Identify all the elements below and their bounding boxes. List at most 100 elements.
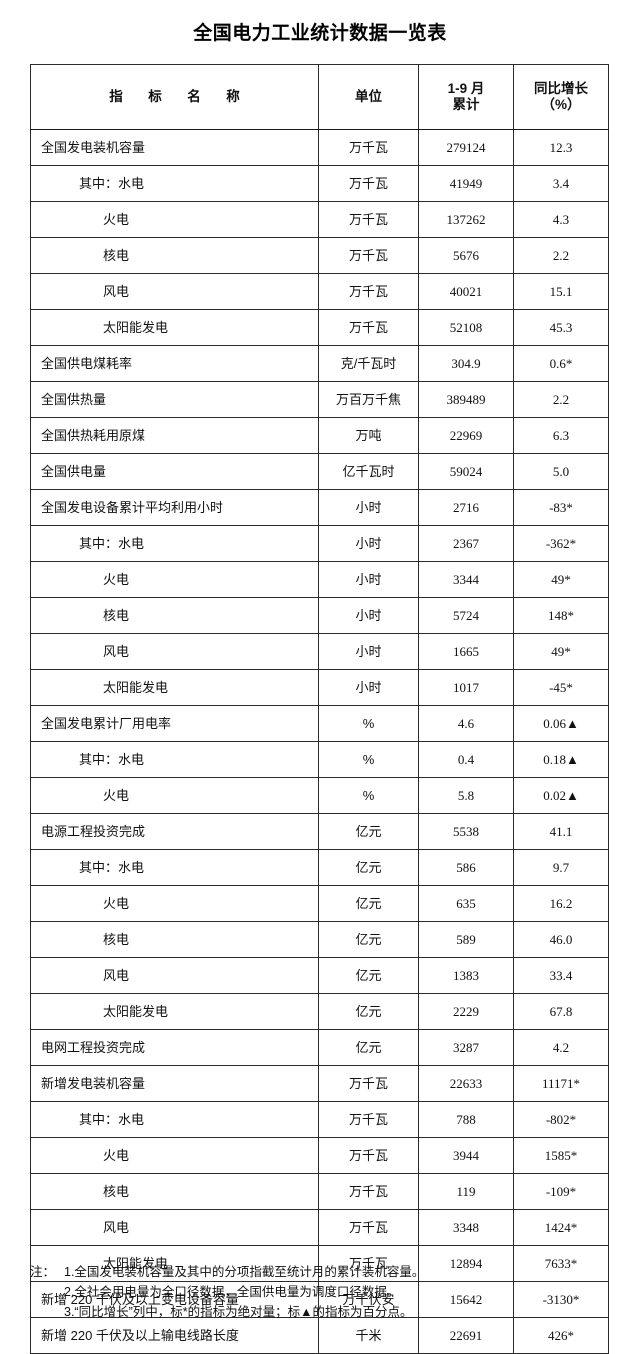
row-period-value: 389489: [418, 381, 514, 418]
row-indicator-name: 其中：水电: [30, 525, 319, 562]
column-header-indicator: 指 标 名 称: [30, 64, 319, 130]
row-indicator-name: 其中：水电: [30, 1101, 319, 1138]
row-period-value: 4.6: [418, 705, 514, 742]
row-unit: %: [318, 705, 419, 742]
row-unit: 亿元: [318, 957, 419, 994]
row-unit: 万千瓦: [318, 1209, 419, 1246]
row-period-value: 5676: [418, 237, 514, 274]
row-period-value: 119: [418, 1173, 514, 1210]
row-yoy-value: -45*: [513, 669, 609, 706]
row-yoy-value: 2.2: [513, 237, 609, 274]
row-indicator-name: 太阳能发电: [30, 1245, 319, 1282]
row-indicator-name: 全国发电累计厂用电率: [30, 705, 319, 742]
row-indicator-name: 全国供热量: [30, 381, 319, 418]
row-unit: 万千瓦: [318, 273, 419, 310]
column-header-period: 1-9 月 累计: [418, 64, 514, 130]
footnote-row-3: 3.“同比增长”列中，标*的指标为绝对量；标▲的指标为百分点。: [30, 1302, 610, 1322]
row-yoy-value: 0.18▲: [513, 741, 609, 778]
row-period-value: 40021: [418, 273, 514, 310]
row-indicator-name: 风电: [30, 273, 319, 310]
table-row: 太阳能发电 万千瓦 12894 7633*: [30, 1245, 609, 1282]
row-indicator-name: 核电: [30, 921, 319, 958]
row-yoy-value: 0.6*: [513, 345, 609, 382]
row-period-value: 3348: [418, 1209, 514, 1246]
row-unit: 万千瓦: [318, 201, 419, 238]
statistics-table: 指 标 名 称 单位 1-9 月 累计 同比增长 （%） 全国发电装机容量 万千瓦…: [30, 64, 609, 1354]
row-period-value: 15642: [418, 1281, 514, 1318]
row-yoy-value: 67.8: [513, 993, 609, 1030]
row-indicator-name: 火电: [30, 201, 319, 238]
row-yoy-value: 4.3: [513, 201, 609, 238]
row-unit: 万百万千焦: [318, 381, 419, 418]
table-row: 其中：水电% 0.4 0.18▲: [30, 741, 609, 778]
row-unit: 克/千瓦时: [318, 345, 419, 382]
row-indicator-name: 火电: [30, 1137, 319, 1174]
column-header-unit: 单位: [318, 64, 419, 130]
column-header-period-line2: 累计: [452, 97, 480, 112]
table-row: 火电% 5.8 0.02▲: [30, 777, 609, 814]
row-unit: 亿元: [318, 849, 419, 886]
row-period-value: 1383: [418, 957, 514, 994]
table-row: 全国发电装机容量 万千瓦 279124 12.3: [30, 129, 609, 166]
table-row: 火电 万千瓦 3944 1585*: [30, 1137, 609, 1174]
row-indicator-name: 太阳能发电: [30, 309, 319, 346]
row-indicator-name: 其中：水电: [30, 849, 319, 886]
row-unit: 亿元: [318, 1029, 419, 1066]
row-period-value: 3344: [418, 561, 514, 598]
row-yoy-value: 7633*: [513, 1245, 609, 1282]
table-row: 太阳能发电 小时 1017 -45*: [30, 669, 609, 706]
table-row: 全国供电煤耗率 克/千瓦时 304.9 0.6*: [30, 345, 609, 382]
column-header-yoy-line1: 同比增长: [534, 81, 588, 96]
row-period-value: 5538: [418, 813, 514, 850]
row-period-value: 2229: [418, 993, 514, 1030]
table-row: 风电 万千瓦 3348 1424*: [30, 1209, 609, 1246]
row-unit: 小时: [318, 489, 419, 526]
footnotes-label: 注：: [30, 1265, 56, 1279]
row-yoy-value: 12.3: [513, 129, 609, 166]
row-indicator-name: 核电: [30, 1173, 319, 1210]
table-header-row: 指 标 名 称 单位 1-9 月 累计 同比增长 （%）: [30, 64, 609, 130]
row-unit: 万千瓦: [318, 237, 419, 274]
row-indicator-name: 核电: [30, 597, 319, 634]
row-indicator-name: 火电: [30, 777, 319, 814]
row-indicator-name: 新增 220 千伏及以上变电设备容量: [30, 1281, 319, 1318]
row-period-value: 22691: [418, 1317, 514, 1354]
table-row: 核电 万千瓦 5676 2.2: [30, 237, 609, 274]
row-yoy-value: -802*: [513, 1101, 609, 1138]
row-yoy-value: 2.2: [513, 381, 609, 418]
column-header-yoy-line2: （%）: [541, 97, 581, 112]
table-row: 火电 亿元 635 16.2: [30, 885, 609, 922]
row-unit: 小时: [318, 669, 419, 706]
row-unit: 亿千瓦时: [318, 453, 419, 490]
row-yoy-value: 4.2: [513, 1029, 609, 1066]
row-yoy-value: 426*: [513, 1317, 609, 1354]
table-row: 电网工程投资完成 亿元 3287 4.2: [30, 1029, 609, 1066]
column-header-yoy: 同比增长 （%）: [513, 64, 609, 130]
row-yoy-value: 49*: [513, 633, 609, 670]
row-unit: 万千瓦: [318, 309, 419, 346]
table-row: 风电 万千瓦 40021 15.1: [30, 273, 609, 310]
row-indicator-name: 电网工程投资完成: [30, 1029, 319, 1066]
row-unit: %: [318, 741, 419, 778]
row-unit: 亿元: [318, 813, 419, 850]
table-row: 核电 小时 5724 148*: [30, 597, 609, 634]
row-yoy-value: 11171*: [513, 1065, 609, 1102]
row-unit: 万千瓦: [318, 1137, 419, 1174]
row-yoy-value: 41.1: [513, 813, 609, 850]
table-row: 太阳能发电 万千瓦 52108 45.3: [30, 309, 609, 346]
table-row: 全国发电累计厂用电率% 4.6 0.06▲: [30, 705, 609, 742]
row-unit: 小时: [318, 633, 419, 670]
table-header: 指 标 名 称 单位 1-9 月 累计 同比增长 （%）: [30, 64, 609, 130]
table-row: 火电 万千瓦 137262 4.3: [30, 201, 609, 238]
row-yoy-value: -83*: [513, 489, 609, 526]
table-row: 新增 220 千伏及以上变电设备容量 万千伏安 15642 -3130*: [30, 1281, 609, 1318]
row-indicator-name: 全国供电煤耗率: [30, 345, 319, 382]
table-row: 核电 亿元 589 46.0: [30, 921, 609, 958]
row-indicator-name: 全国发电装机容量: [30, 129, 319, 166]
row-yoy-value: 148*: [513, 597, 609, 634]
row-period-value: 52108: [418, 309, 514, 346]
row-indicator-name: 全国发电设备累计平均利用小时: [30, 489, 319, 526]
row-yoy-value: 5.0: [513, 453, 609, 490]
row-indicator-name: 风电: [30, 957, 319, 994]
